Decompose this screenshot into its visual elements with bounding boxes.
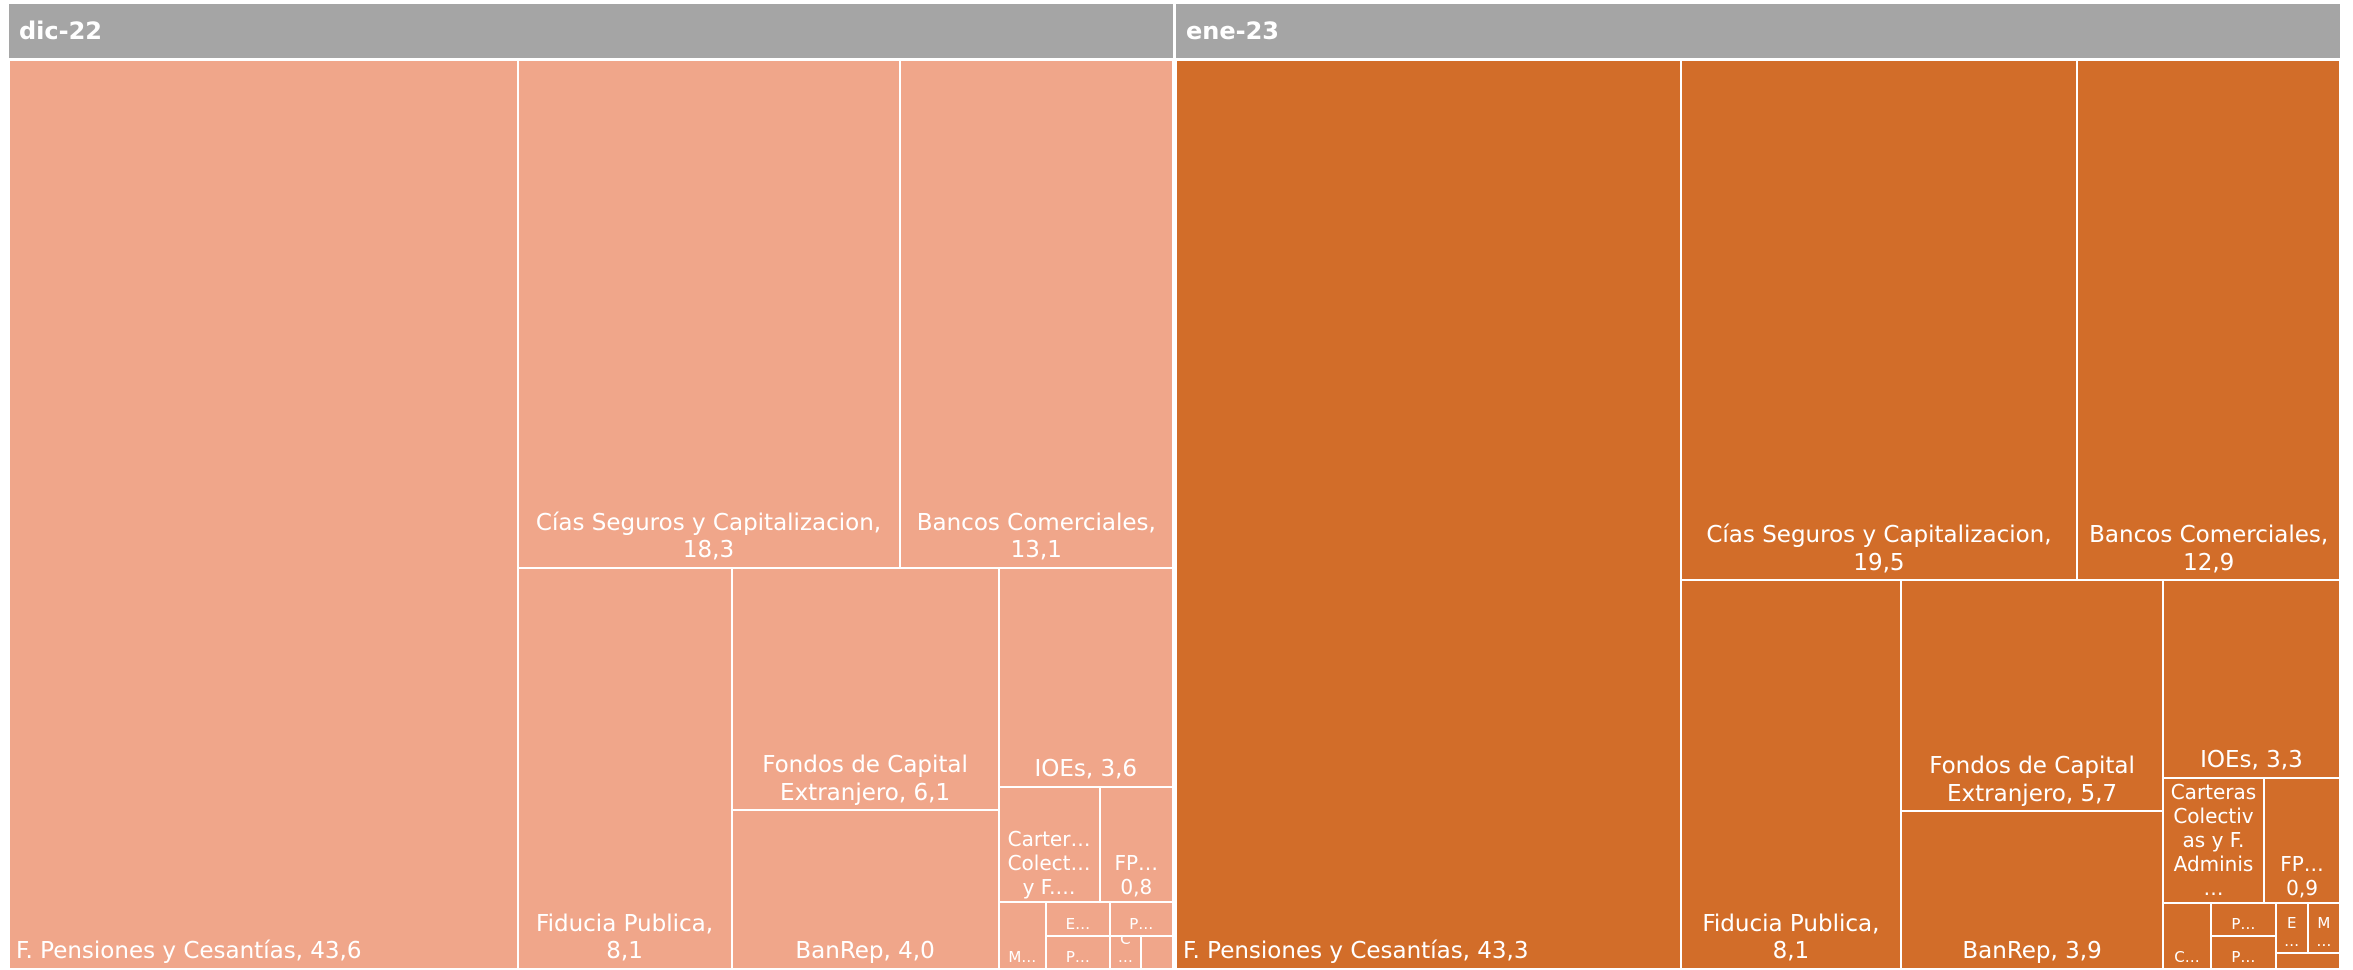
- treemap-tile: C…: [1109, 935, 1142, 969]
- tile-label: C…: [1117, 935, 1133, 966]
- treemap-tile: Fondos de Capital Extranjero, 5,7: [1901, 580, 2163, 812]
- treemap-tile: P…: [2211, 903, 2276, 937]
- tile-label: IOEs, 3,6: [1034, 756, 1138, 783]
- tile-label: P…: [1129, 914, 1154, 933]
- treemap-tile: Bancos Comerciales, 12,9: [2077, 60, 2340, 581]
- tile-label: FP… 0,8: [1114, 851, 1159, 900]
- treemap-tile: [1141, 935, 1173, 969]
- tile-label: Bancos Comerciales, 12,9: [2089, 522, 2329, 576]
- tile-label: C…: [2174, 947, 2200, 966]
- treemap-tile: C…: [2162, 903, 2212, 969]
- tile-label: Fondos de Capital Extranjero, 5,7: [1929, 752, 2135, 807]
- treemap-tile: M…: [2307, 903, 2340, 953]
- treemap-tile: Fiducia Publica, 8,1: [517, 567, 732, 969]
- treemap-tile: E…: [1046, 902, 1110, 936]
- treemap-tile: IOEs, 3,6: [998, 567, 1173, 787]
- tile-label: Fiducia Publica, 8,1: [536, 910, 714, 965]
- tile-label: P…: [1065, 947, 1090, 966]
- treemap-tile: FP… 0,8: [1099, 786, 1173, 903]
- treemap-tile: IOEs, 3,3: [2162, 580, 2340, 778]
- treemap-tile: F. Pensiones y Cesantías, 43,6: [9, 60, 518, 969]
- treemap-tile: Fiducia Publica, 8,1: [1680, 580, 1902, 969]
- treemap-tile: P…: [1109, 902, 1173, 936]
- treemap-tile: FP… 0,9: [2264, 777, 2340, 904]
- treemap-tile: Fondos de Capital Extranjero, 6,1: [731, 567, 999, 811]
- treemap-tile: P…: [2211, 936, 2276, 969]
- tile-label: P…: [2231, 947, 2256, 966]
- treemap-tile: Cías Seguros y Capitalizacion, 18,3: [517, 60, 900, 568]
- treemap-tile: Bancos Comerciales, 13,1: [899, 60, 1173, 568]
- treemap-tile: F. Pensiones y Cesantías, 43,3: [1176, 60, 1681, 969]
- treemap-tile: P…: [1046, 935, 1110, 969]
- treemap-tile: M…: [998, 902, 1047, 969]
- treemap-tile: Carteras Colectivas y F. Adminis…: [2162, 777, 2265, 904]
- tile-label: F. Pensiones y Cesantías, 43,6: [16, 938, 362, 965]
- tile-label: M…: [2316, 913, 2332, 950]
- tile-label: Fiducia Publica, 8,1: [1702, 910, 1880, 965]
- treemap-tile: Carter… Colect… y F.…: [998, 786, 1100, 903]
- tile-label: FP… 0,9: [2280, 852, 2324, 901]
- treemap-tile: BanRep, 3,9: [1901, 811, 2163, 969]
- tile-label: E…: [2284, 913, 2300, 950]
- tile-label: Bancos Comerciales, 13,1: [916, 509, 1156, 564]
- tile-label: F. Pensiones y Cesantías, 43,3: [1183, 938, 1529, 965]
- group-header: ene-23: [1176, 4, 2340, 58]
- tile-label: M…: [1008, 947, 1037, 966]
- group-header: dic-22: [9, 4, 1173, 58]
- tile-label: Fondos de Capital Extranjero, 6,1: [762, 751, 968, 806]
- treemap-tile: BanRep, 4,0: [731, 810, 999, 969]
- treemap-tile: Cías Seguros y Capitalizacion, 19,5: [1680, 60, 2078, 581]
- treemap-tile: [2275, 952, 2340, 969]
- tile-label: BanRep, 4,0: [795, 938, 935, 965]
- tile-label: E…: [1065, 914, 1091, 933]
- tile-label: P…: [2231, 915, 2256, 934]
- tile-label: Cías Seguros y Capitalizacion, 18,3: [535, 509, 882, 564]
- tile-label: Cías Seguros y Capitalizacion, 19,5: [1706, 522, 2052, 576]
- treemap-tile: E…: [2275, 903, 2308, 953]
- tile-label: IOEs, 3,3: [2200, 747, 2303, 774]
- tile-label: BanRep, 3,9: [1962, 938, 2102, 965]
- tile-label: Carter… Colect… y F.…: [1007, 827, 1091, 900]
- tile-label: Carteras Colectivas y F. Adminis…: [2170, 780, 2257, 901]
